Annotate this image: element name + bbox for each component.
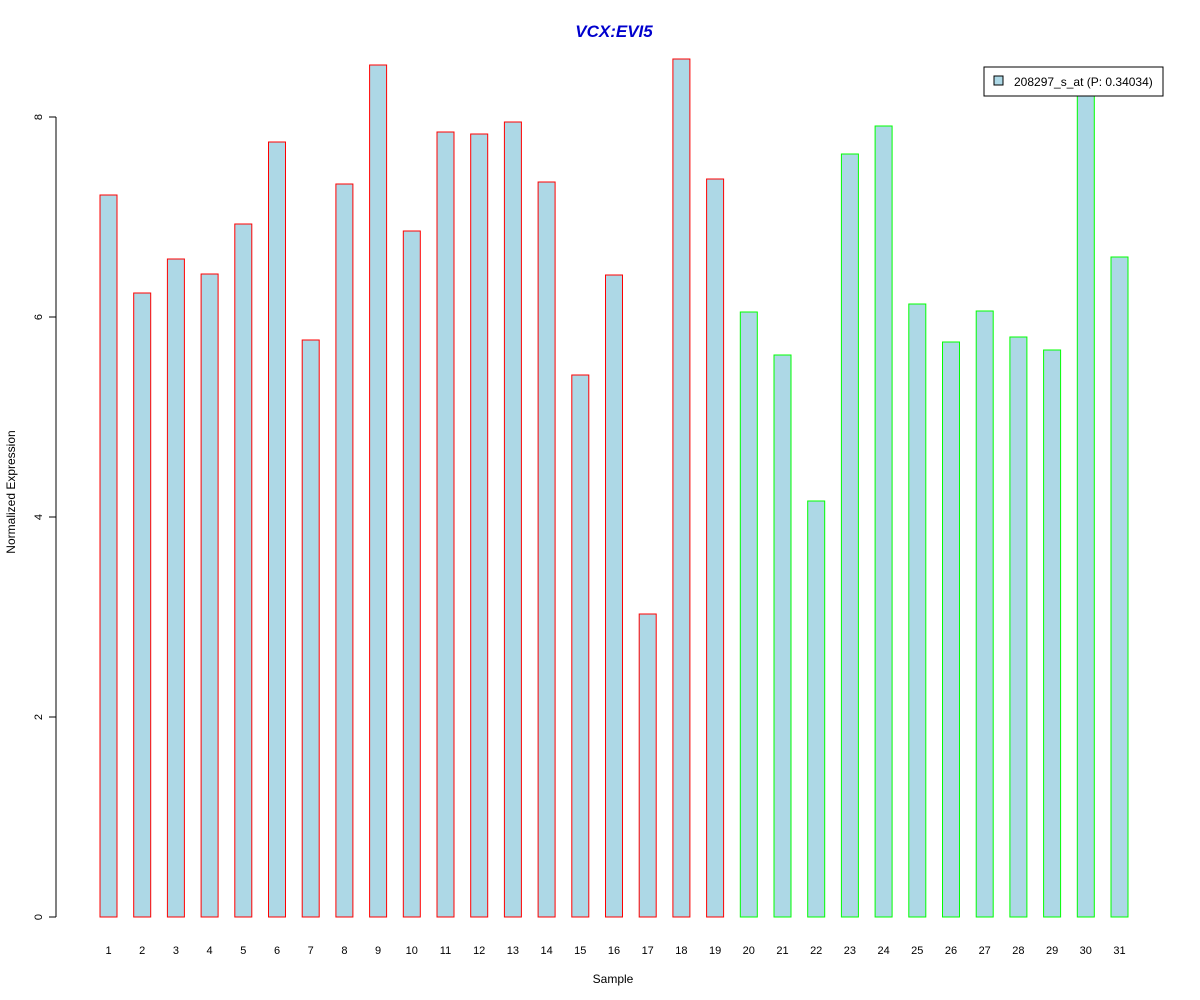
bars-group bbox=[99, 58, 1129, 918]
bar-sample-20 bbox=[739, 311, 758, 918]
bar-sample-7 bbox=[301, 339, 320, 918]
x-tick-label: 28 bbox=[1012, 945, 1024, 957]
x-tick-label: 6 bbox=[274, 945, 280, 957]
bar-sample-12 bbox=[470, 133, 489, 918]
bar-sample-25 bbox=[908, 303, 927, 918]
x-tick-label: 26 bbox=[945, 945, 957, 957]
x-tick-label: 2 bbox=[139, 945, 145, 957]
bar-sample-17 bbox=[638, 613, 657, 918]
bar-sample-21 bbox=[773, 354, 792, 918]
x-tick-label: 3 bbox=[173, 945, 179, 957]
y-tick-label: 2 bbox=[33, 714, 45, 720]
y-axis: 0 2 4 6 8 bbox=[33, 114, 57, 920]
x-tick-label: 29 bbox=[1046, 945, 1058, 957]
x-tick-label: 27 bbox=[979, 945, 991, 957]
y-tick-label: 4 bbox=[33, 514, 45, 520]
bar-sample-16 bbox=[605, 274, 623, 918]
bar-sample-28 bbox=[1009, 336, 1028, 918]
bar-sample-22 bbox=[807, 500, 826, 918]
x-tick-label: 16 bbox=[608, 945, 620, 957]
bar-sample-23 bbox=[840, 153, 859, 918]
bar-sample-8 bbox=[335, 183, 354, 918]
x-tick-label: 10 bbox=[406, 945, 418, 957]
y-tick-label: 8 bbox=[33, 114, 45, 120]
x-tick-label: 18 bbox=[675, 945, 687, 957]
bar-sample-9 bbox=[369, 64, 388, 918]
x-tick-label: 23 bbox=[844, 945, 856, 957]
x-tick-label: 11 bbox=[440, 945, 451, 957]
bar-sample-10 bbox=[402, 230, 421, 918]
legend-box bbox=[983, 66, 1164, 97]
bar-sample-4 bbox=[200, 273, 219, 918]
x-tick-label: 21 bbox=[776, 945, 788, 957]
x-axis-tick-labels: 1 2 3 4 5 6 7 8 9 10 11 12 13 14 15 16 17 18 19 20 21 22 23 24 2… bbox=[105, 945, 1125, 957]
x-tick-label: 20 bbox=[743, 945, 755, 957]
x-tick-label: 4 bbox=[207, 945, 213, 957]
bar-sample-27 bbox=[975, 310, 994, 918]
bar-sample-13 bbox=[503, 121, 522, 918]
x-tick-label: 12 bbox=[473, 945, 485, 957]
bar-sample-29 bbox=[1043, 349, 1062, 918]
legend-swatch bbox=[993, 75, 1004, 86]
bar-sample-3 bbox=[166, 258, 185, 918]
x-axis-label: Sample bbox=[593, 972, 634, 986]
x-tick-label: 31 bbox=[1113, 945, 1125, 957]
bar-sample-26 bbox=[942, 341, 960, 918]
y-axis-label: Normalized Expression bbox=[4, 430, 18, 553]
x-tick-label: 30 bbox=[1080, 945, 1092, 957]
x-tick-label: 19 bbox=[709, 945, 721, 957]
chart-title: VCX:EVI5 bbox=[575, 22, 653, 41]
bar-sample-5 bbox=[234, 223, 253, 918]
x-tick-label: 8 bbox=[341, 945, 347, 957]
x-tick-label: 13 bbox=[507, 945, 519, 957]
bar-sample-31 bbox=[1110, 256, 1129, 918]
bar-sample-30 bbox=[1076, 94, 1095, 918]
bar-sample-6 bbox=[268, 141, 286, 918]
x-tick-label: 7 bbox=[308, 945, 314, 957]
x-tick-label: 17 bbox=[642, 945, 654, 957]
bar-sample-1 bbox=[99, 194, 118, 918]
x-tick-label: 24 bbox=[877, 945, 889, 957]
x-tick-label: 9 bbox=[375, 945, 381, 957]
y-tick-label: 0 bbox=[33, 914, 45, 920]
bar-sample-19 bbox=[706, 178, 725, 918]
legend: 208297_s_at (P: 0.34034) bbox=[983, 66, 1164, 97]
y-tick-label: 6 bbox=[33, 314, 45, 320]
x-tick-label: 22 bbox=[810, 945, 822, 957]
bar-sample-14 bbox=[537, 181, 556, 918]
bar-sample-11 bbox=[436, 131, 455, 918]
bar-sample-18 bbox=[672, 58, 691, 918]
x-tick-label: 15 bbox=[574, 945, 586, 957]
bar-sample-24 bbox=[874, 125, 893, 918]
x-tick-label: 1 bbox=[105, 945, 111, 957]
bar-sample-15 bbox=[571, 374, 590, 918]
bar-sample-2 bbox=[133, 292, 152, 918]
x-tick-label: 5 bbox=[240, 945, 246, 957]
legend-series-label: 208297_s_at (P: 0.34034) bbox=[1014, 75, 1153, 89]
x-tick-label: 14 bbox=[540, 945, 552, 957]
x-tick-label: 25 bbox=[911, 945, 923, 957]
